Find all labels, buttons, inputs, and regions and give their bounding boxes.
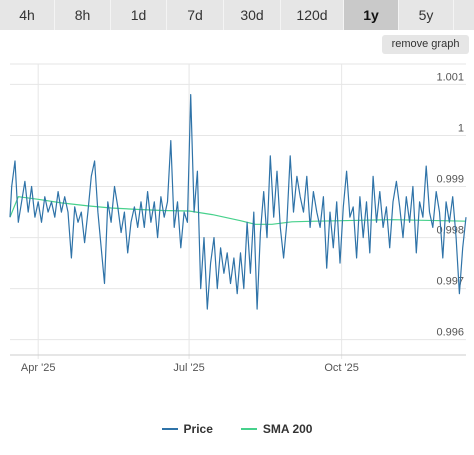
chart-legend: Price SMA 200: [0, 422, 474, 436]
legend-label-sma: SMA 200: [262, 422, 313, 436]
y-tick-label: 0.998: [436, 225, 464, 237]
tab-5y[interactable]: 5y: [399, 0, 454, 30]
legend-item-sma[interactable]: SMA 200: [240, 422, 313, 436]
x-tick-label: Apr '25: [21, 362, 56, 374]
legend-swatch-sma: [240, 428, 257, 430]
tab-30d[interactable]: 30d: [224, 0, 281, 30]
tab-1y[interactable]: 1y: [344, 0, 399, 30]
y-tick-label: 0.997: [436, 276, 464, 288]
price-line: [9, 94, 467, 310]
tab-8h[interactable]: 8h: [55, 0, 111, 30]
tab-7d[interactable]: 7d: [167, 0, 224, 30]
tab-4h[interactable]: 4h: [0, 0, 55, 30]
y-tick-label: 0.999: [436, 174, 464, 186]
sma-200-line: [9, 196, 467, 225]
legend-item-price[interactable]: Price: [161, 422, 213, 436]
x-tick-label: Jul '25: [173, 362, 204, 374]
tab-1d[interactable]: 1d: [111, 0, 167, 30]
tab-120d[interactable]: 120d: [281, 0, 344, 30]
y-tick-label: 0.996: [436, 327, 464, 339]
x-tick-label: Oct '25: [324, 362, 359, 374]
y-tick-label: 1.001: [436, 71, 464, 83]
y-tick-label: 1: [458, 122, 464, 134]
price-chart: 0.996 0.997 0.998 0.999 1 1.001 Apr '25 Jul '25…: [9, 63, 467, 374]
timeframe-tabs: 4h 8h 1d 7d 30d 120d 1y 5y: [0, 0, 474, 30]
legend-swatch-price: [161, 428, 178, 430]
remove-graph-button[interactable]: remove graph: [382, 35, 469, 54]
legend-label-price: Price: [183, 422, 213, 436]
